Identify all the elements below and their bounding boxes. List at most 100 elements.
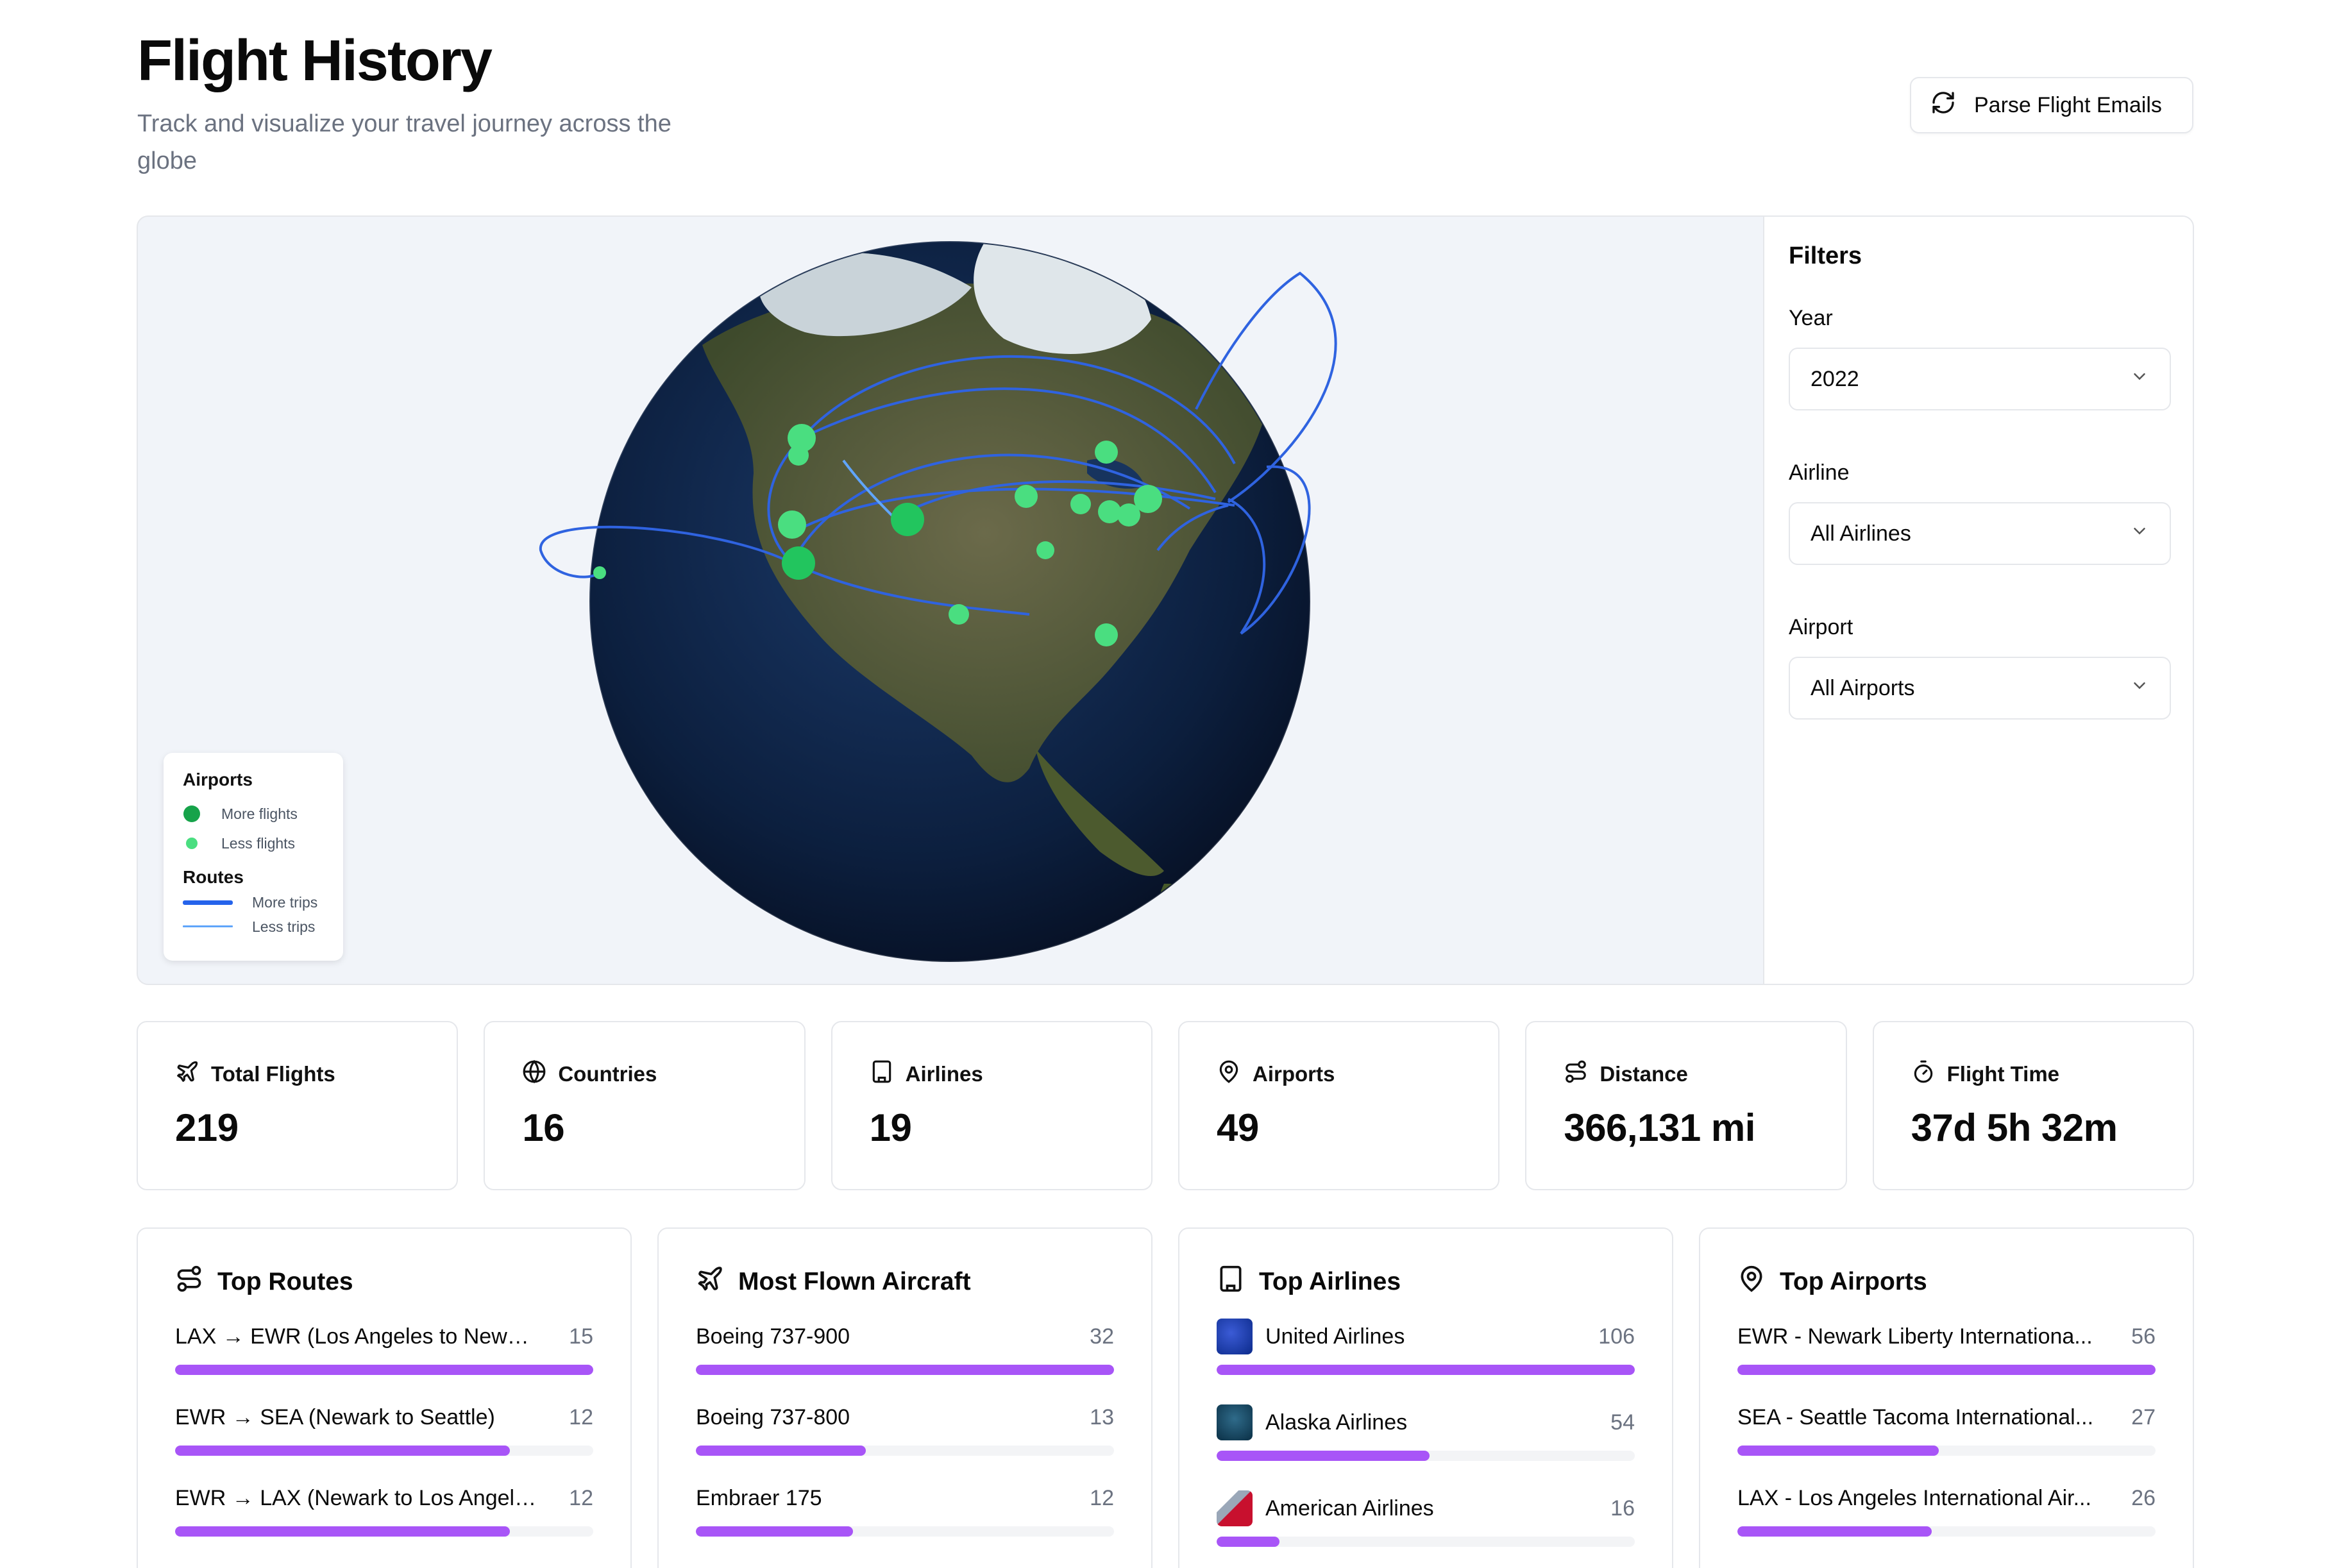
stat-airlines: Airlines 19 bbox=[831, 1021, 1152, 1190]
route-arc bbox=[795, 487, 1235, 532]
airport-marker bbox=[1015, 485, 1038, 508]
airline-label: Airline bbox=[1789, 460, 1850, 485]
legend-more-trips-label: More trips bbox=[252, 893, 318, 911]
count-bar bbox=[175, 1526, 510, 1537]
list-item: EWR - Newark Liberty Internationa... 56 bbox=[1737, 1319, 2156, 1399]
stat-countries: Countries 16 bbox=[484, 1021, 806, 1190]
panel-title: Most Flown Aircraft bbox=[738, 1268, 971, 1295]
route-arc bbox=[893, 480, 1216, 519]
filters-title: Filters bbox=[1789, 242, 1862, 269]
list-item: American Airlines 16 bbox=[1217, 1490, 1635, 1568]
chevron-down-icon bbox=[2130, 367, 2149, 392]
stat-label: Airlines bbox=[905, 1062, 983, 1086]
airport-marker bbox=[788, 424, 816, 452]
count-bar bbox=[1737, 1526, 1932, 1537]
globe-svg[interactable] bbox=[138, 217, 1763, 985]
legend-more-trips: More trips bbox=[183, 890, 324, 915]
aircraft-name: Boeing 737-800 bbox=[696, 1404, 850, 1429]
airline-name: Alaska Airlines bbox=[1265, 1410, 1408, 1435]
route-count: 12 bbox=[569, 1485, 593, 1510]
airport-marker bbox=[1095, 441, 1118, 464]
american-airlines-logo bbox=[1217, 1490, 1253, 1526]
route-arc bbox=[801, 387, 1217, 494]
alaska-airlines-logo bbox=[1217, 1404, 1253, 1440]
stat-value: 219 bbox=[175, 1106, 239, 1149]
route-count: 15 bbox=[569, 1324, 593, 1349]
stat-value: 19 bbox=[869, 1106, 912, 1149]
plane-icon bbox=[175, 1059, 199, 1089]
count-bar bbox=[696, 1365, 1114, 1375]
airport-markers bbox=[593, 424, 1162, 646]
list-item: EWR → LAX (Newark to Los Angeles) 12 bbox=[175, 1480, 593, 1561]
page-title: Flight History bbox=[137, 29, 493, 93]
stat-value: 37d 5h 32m bbox=[1911, 1106, 2118, 1149]
route-icon bbox=[1564, 1059, 1588, 1089]
map-pin-icon bbox=[1217, 1059, 1241, 1089]
route-name: LAX → EWR (Los Angeles to Newark) bbox=[175, 1324, 541, 1349]
count-bar bbox=[175, 1446, 510, 1456]
stat-label: Total Flights bbox=[211, 1062, 335, 1086]
legend-more-flights: More flights bbox=[183, 799, 324, 829]
route-arc bbox=[1156, 504, 1229, 552]
route-arc bbox=[791, 453, 1191, 564]
central-america bbox=[1036, 749, 1164, 877]
airline-count: 106 bbox=[1598, 1324, 1635, 1349]
globe-icon bbox=[522, 1059, 546, 1089]
stat-total-flights: Total Flights 219 bbox=[137, 1021, 459, 1190]
route-arc bbox=[1228, 498, 1266, 635]
year-label: Year bbox=[1789, 306, 1833, 330]
building-icon bbox=[870, 1059, 894, 1089]
list-item: Alaska Airlines 54 bbox=[1217, 1404, 1635, 1490]
parse-flight-emails-button[interactable]: Parse Flight Emails bbox=[1910, 77, 2193, 133]
building-icon bbox=[1217, 1265, 1245, 1299]
stat-distance: Distance 366,131 mi bbox=[1525, 1021, 1847, 1190]
stat-airports: Airports 49 bbox=[1178, 1021, 1500, 1190]
list-item: Boeing 737-900 32 bbox=[696, 1319, 1114, 1399]
stat-flight-time: Flight Time 37d 5h 32m bbox=[1872, 1021, 2194, 1190]
airport-marker bbox=[1036, 541, 1054, 559]
filters-panel: Filters Year 2022 Airline All Airlines A… bbox=[1763, 217, 2193, 984]
route-icon bbox=[175, 1265, 203, 1299]
airport-marker bbox=[593, 566, 606, 579]
stat-label: Countries bbox=[558, 1062, 657, 1086]
globe-view[interactable]: Airports More flights Less flights Route… bbox=[138, 217, 1875, 985]
chevron-down-icon bbox=[2130, 521, 2149, 546]
route-arc bbox=[842, 459, 896, 519]
year-select-value: 2022 bbox=[1811, 366, 1859, 391]
top-lists-row: Top Routes LAX → EWR (Los Angeles to New… bbox=[137, 1227, 2194, 1568]
route-name: EWR → SEA (Newark to Seattle) bbox=[175, 1404, 495, 1429]
map-pin-icon bbox=[1737, 1265, 1766, 1299]
aircraft-name: Boeing 737-900 bbox=[696, 1324, 850, 1349]
panel-title: Top Airports bbox=[1780, 1268, 1927, 1295]
airport-select[interactable]: All Airports bbox=[1789, 657, 2171, 720]
flight-routes bbox=[539, 271, 1337, 635]
route-arc bbox=[791, 562, 1030, 616]
count-bar bbox=[1217, 1451, 1430, 1461]
route-arc bbox=[1240, 465, 1311, 635]
timer-icon bbox=[1911, 1059, 1936, 1089]
stat-value: 49 bbox=[1216, 1106, 1259, 1149]
legend-less-flights: Less flights bbox=[183, 829, 324, 858]
airline-name: American Airlines bbox=[1265, 1496, 1434, 1521]
year-select[interactable]: 2022 bbox=[1789, 348, 2171, 410]
airline-count: 16 bbox=[1610, 1496, 1635, 1521]
map-legend: Airports More flights Less flights Route… bbox=[164, 753, 343, 961]
route-count: 12 bbox=[569, 1404, 593, 1429]
stat-label: Airports bbox=[1252, 1062, 1335, 1086]
count-bar bbox=[175, 1365, 593, 1375]
airport-count: 26 bbox=[2131, 1485, 2156, 1510]
airport-marker bbox=[1070, 494, 1091, 514]
legend-airports-heading: Airports bbox=[183, 770, 253, 789]
airport-marker bbox=[891, 503, 924, 536]
airport-select-value: All Airports bbox=[1811, 675, 1915, 700]
airport-count: 27 bbox=[2131, 1404, 2156, 1429]
parse-button-label: Parse Flight Emails bbox=[1974, 92, 2162, 117]
refresh-icon bbox=[1930, 90, 1956, 121]
airport-name: SEA - Seattle Tacoma International... bbox=[1737, 1404, 2094, 1429]
legend-more-flights-label: More flights bbox=[221, 805, 298, 822]
map-card: Airports More flights Less flights Route… bbox=[137, 215, 2194, 985]
airline-select[interactable]: All Airlines bbox=[1789, 502, 2171, 565]
top-airlines-panel: Top Airlines United Airlines 106 Alaska A… bbox=[1178, 1227, 1673, 1568]
airport-marker bbox=[782, 546, 815, 580]
airport-marker bbox=[1098, 500, 1121, 523]
